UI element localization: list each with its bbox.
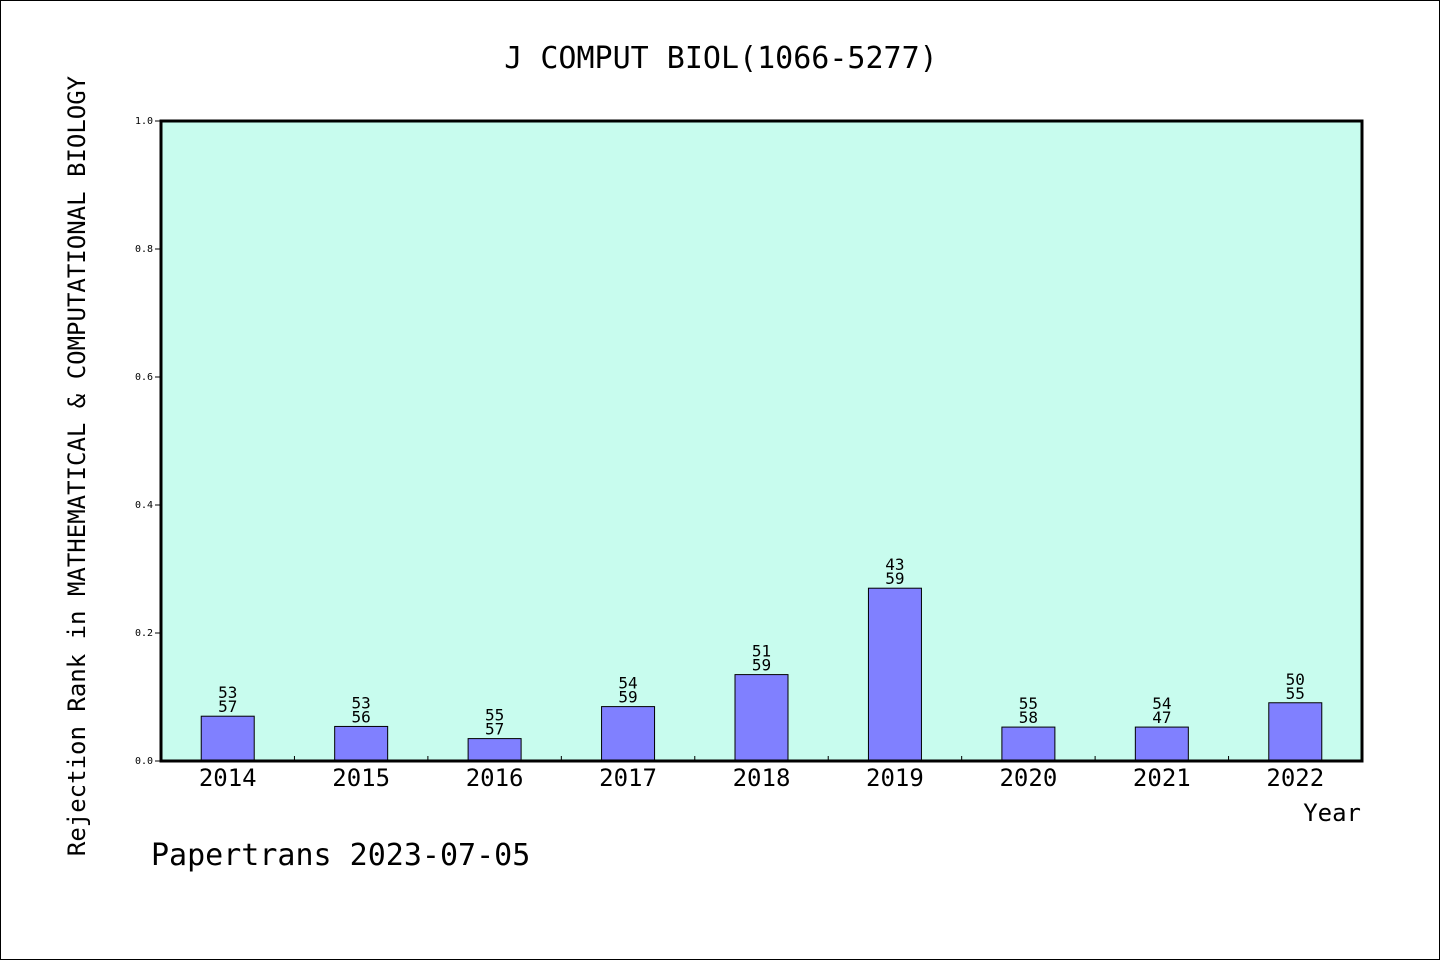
y-tick-label: 0.6 (135, 372, 153, 383)
bar-label-2016-bottom: 57 (485, 720, 504, 739)
y-tick-label: 0.0 (135, 756, 153, 767)
bar-2016 (467, 738, 522, 762)
bar-label-2021-top: 54 (1152, 694, 1171, 713)
bar-label-2017-bottom: 59 (618, 688, 637, 707)
x-axis-tick-labels: 2014 2015 2016 2017 2018 2019 2020 2021 2022 (199, 756, 1324, 792)
y-tick-label: 0.8 (135, 244, 153, 255)
x-tick-label-2019: 2019 (866, 764, 924, 792)
bar-2014 (200, 715, 255, 762)
bar-label-2015-bottom: 56 (352, 707, 371, 726)
bars-group (200, 587, 1323, 762)
bar-label-2022-top: 50 (1286, 670, 1305, 689)
bar-label-2020-bottom: 58 (1019, 708, 1038, 727)
bar-label-2017-top: 54 (618, 674, 637, 693)
bar-label-2021-bottom: 47 (1152, 708, 1171, 727)
bar-label-2020-top: 55 (1019, 694, 1038, 713)
plot-area (159, 119, 1364, 763)
x-tick-label-2022: 2022 (1266, 764, 1324, 792)
bar-2017 (601, 706, 656, 762)
x-tick-label-2018: 2018 (733, 764, 791, 792)
bar-label-2014-bottom: 57 (218, 697, 237, 716)
bar-label-2019-bottom: 59 (885, 569, 904, 588)
x-tick-label-2016: 2016 (466, 764, 524, 792)
bar-2020 (1001, 726, 1056, 762)
plot-border (159, 119, 1364, 763)
bar-2015 (334, 725, 389, 762)
x-tick-label-2017: 2017 (599, 764, 657, 792)
x-tick-label-2015: 2015 (332, 764, 390, 792)
bar-2021 (1134, 726, 1189, 762)
bar-label-2014-top: 53 (218, 683, 237, 702)
x-tick-label-2021: 2021 (1133, 764, 1191, 792)
bar-2022 (1268, 702, 1323, 762)
footer-text: Papertrans 2023-07-05 (151, 838, 530, 873)
bar-2018 (734, 674, 789, 762)
x-tick-label-2020: 2020 (999, 764, 1057, 792)
chart-title: J COMPUT BIOL(1066-5277) (504, 41, 937, 76)
bar-label-2022-bottom: 55 (1286, 684, 1305, 703)
bar-label-2019-top: 43 (885, 555, 904, 574)
bar-label-2018-top: 51 (752, 642, 771, 661)
x-tick-label-2014: 2014 (199, 764, 257, 792)
y-tick-label: 1.0 (135, 116, 153, 127)
y-axis-ticks: 0.0 0.2 0.4 0.6 0.8 1.0 (135, 116, 161, 767)
bar-label-2015-top: 53 (352, 693, 371, 712)
bar-label-2018-bottom: 59 (752, 656, 771, 675)
y-tick-label: 0.4 (135, 500, 153, 511)
bar-2019 (867, 587, 922, 762)
y-tick-label: 0.2 (135, 628, 153, 639)
y-axis-label: Rejection Rank in MATHEMATICAL & COMPUTA… (63, 75, 91, 856)
x-axis-label: Year (1303, 799, 1361, 827)
bar-label-2016-top: 55 (485, 706, 504, 725)
